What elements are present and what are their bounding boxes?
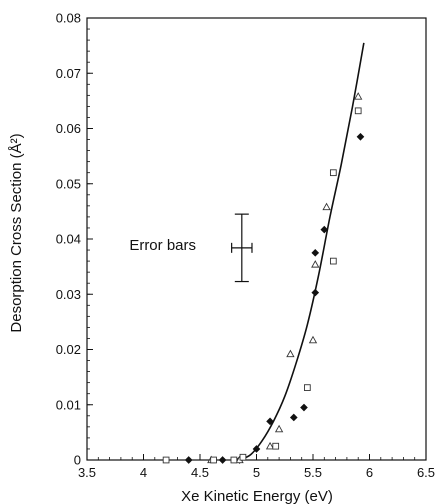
fit-curve-layer [239, 42, 365, 461]
y-tick-label: 0.04 [56, 232, 81, 247]
data-point-diamond [289, 413, 298, 422]
data-point-diamond [300, 403, 308, 412]
data-point-triangle [286, 349, 295, 358]
data-point-diamond [252, 445, 261, 453]
data-point-diamond [311, 288, 320, 297]
y-tick-label: 0.05 [56, 176, 81, 191]
data-point-diamond [356, 132, 365, 141]
data-point-triangle [274, 424, 284, 433]
data-point-square [230, 456, 238, 464]
data-point-square [329, 257, 337, 265]
y-tick-label: 0.07 [56, 66, 81, 81]
x-tick-label: 3.5 [78, 465, 96, 480]
data-point-diamond [320, 225, 329, 234]
data-point-triangle [322, 202, 331, 211]
data-point-square [354, 107, 362, 115]
data-point-triangle [311, 260, 320, 268]
data-point-diamond [218, 456, 227, 464]
fit-curve [239, 42, 365, 461]
data-point-diamond [184, 456, 193, 464]
error-bars-label: Error bars [129, 237, 196, 254]
data-point-diamond [266, 417, 274, 426]
x-tick-label: 6.5 [417, 465, 435, 480]
x-tick-label: 5.5 [304, 465, 322, 480]
x-tick-label: 4 [140, 465, 147, 480]
y-tick-label: 0 [74, 453, 81, 468]
y-axis-ticks: 0 0.01 0.02 0.03 0.04 0.05 0.06 0.07 0.08 [56, 11, 93, 468]
y-tick-label: 0.03 [56, 287, 81, 302]
data-point-square [162, 456, 170, 464]
data-point-square [210, 456, 217, 464]
y-tick-label: 0.02 [56, 342, 81, 357]
data-point-square [272, 442, 280, 450]
x-tick-label: 4.5 [191, 465, 209, 480]
x-tick-label: 5 [253, 465, 260, 480]
data-point-square [239, 453, 247, 461]
x-axis-ticks: 3.5 4 4.5 5 5.5 6 6.5 [78, 454, 435, 480]
data-point-triangle [308, 335, 318, 344]
data-points-layer [162, 92, 365, 464]
data-point-square [304, 384, 311, 391]
y-tick-label: 0.08 [56, 11, 81, 26]
data-point-triangle [265, 441, 275, 450]
y-tick-label: 0.06 [56, 121, 81, 136]
error-bar-legend [231, 213, 253, 283]
data-point-diamond [311, 248, 320, 257]
y-tick-label: 0.01 [56, 397, 81, 412]
x-axis-title: Xe Kinetic Energy (eV) [181, 488, 333, 504]
data-point-triangle [354, 92, 363, 100]
x-tick-label: 6 [366, 465, 373, 480]
data-point-square [329, 169, 337, 177]
y-axis-title: Desorption Cross Section (Å²) [8, 133, 25, 332]
